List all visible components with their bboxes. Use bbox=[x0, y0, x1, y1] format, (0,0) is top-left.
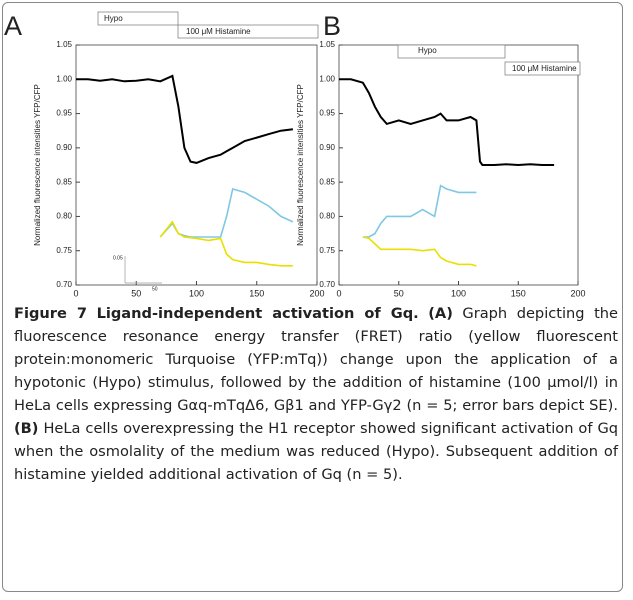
y-axis-label: Normalized fluorescence intensities YFP/… bbox=[296, 84, 305, 246]
data-line bbox=[362, 236, 477, 267]
y-tick-label: 0.90 bbox=[56, 143, 72, 152]
x-tick-label: 200 bbox=[570, 288, 585, 298]
x-tick-label: 100 bbox=[189, 288, 204, 298]
x-tick-label: 150 bbox=[511, 288, 526, 298]
data-line bbox=[159, 220, 293, 267]
annotation: 100 μM Histamine bbox=[186, 27, 251, 36]
part-tag: (A) bbox=[428, 305, 453, 322]
y-tick-label: 1.05 bbox=[56, 40, 72, 49]
x-tick-label: 100 bbox=[451, 288, 466, 298]
stimulus-box bbox=[397, 44, 506, 59]
x-tick-label: 0 bbox=[336, 288, 341, 298]
data-line bbox=[362, 184, 477, 238]
y-tick-label: 0.90 bbox=[319, 143, 335, 152]
annotation: 0.05 bbox=[113, 255, 123, 261]
y-tick-label: 0.75 bbox=[56, 246, 72, 255]
y-tick-label: 0.80 bbox=[319, 212, 335, 221]
x-tick-label: 200 bbox=[309, 288, 324, 298]
stimulus-box bbox=[504, 61, 581, 76]
y-tick-label: 0.70 bbox=[56, 280, 72, 289]
plot-frame bbox=[75, 44, 318, 286]
annotation: Hypo bbox=[418, 46, 437, 55]
y-tick-label: 1.05 bbox=[319, 40, 335, 49]
y-tick-label: 0.85 bbox=[56, 177, 72, 186]
annotation: Hypo bbox=[104, 14, 123, 23]
stimulus-box bbox=[177, 24, 319, 39]
data-line bbox=[76, 74, 294, 164]
y-tick-label: 1.00 bbox=[56, 74, 72, 83]
panel-label: B bbox=[323, 11, 341, 41]
data-line bbox=[339, 78, 555, 167]
x-tick-label: 50 bbox=[131, 288, 141, 298]
annotation: 50 bbox=[152, 286, 158, 292]
stimulus-box bbox=[97, 11, 179, 26]
y-tick-label: 0.85 bbox=[319, 177, 335, 186]
data-line bbox=[159, 187, 294, 238]
y-tick-label: 0.95 bbox=[319, 109, 335, 118]
figure-frame bbox=[2, 2, 623, 592]
y-tick-label: 1.00 bbox=[319, 74, 335, 83]
part-tag: (B) bbox=[14, 420, 39, 437]
y-tick-label: 0.80 bbox=[56, 212, 72, 221]
part-text: HeLa cells overexpressing the H1 recepto… bbox=[14, 420, 619, 483]
panel-label: A bbox=[4, 11, 22, 41]
x-tick-label: 0 bbox=[73, 288, 78, 298]
x-tick-label: 50 bbox=[394, 288, 404, 298]
figure-title: Ligand-independent activation of Gq. bbox=[96, 305, 419, 322]
y-tick-label: 0.75 bbox=[319, 246, 335, 255]
part-text: Graph depicting the fluorescence resonan… bbox=[14, 305, 619, 414]
annotation: 100 μM Histamine bbox=[512, 64, 577, 73]
figure-label: Figure 7 bbox=[14, 305, 88, 322]
caption: Figure 7 Ligand-independent activation o… bbox=[14, 302, 618, 486]
y-tick-label: 0.95 bbox=[56, 109, 72, 118]
figure: 0 50 100 150 2000.700.750.800.850.900.951.00… bbox=[4, 11, 586, 298]
y-tick-label: 0.70 bbox=[319, 280, 335, 289]
x-tick-label: 150 bbox=[249, 288, 264, 298]
y-axis-label: Normalized fluorescence intensities YFP/… bbox=[33, 84, 42, 246]
